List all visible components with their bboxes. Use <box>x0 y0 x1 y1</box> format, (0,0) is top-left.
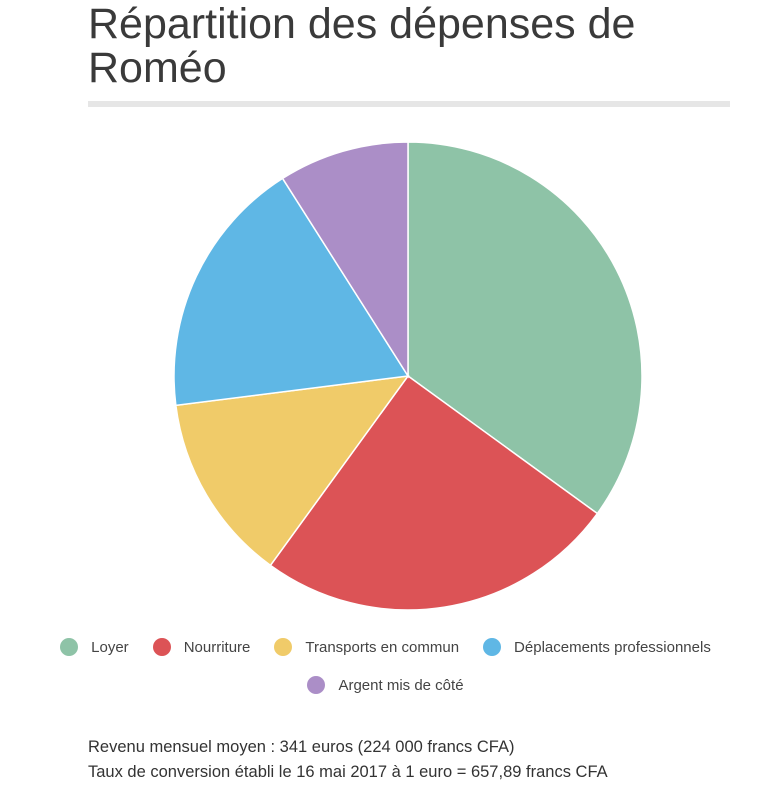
legend-label-loyer: Loyer <box>91 638 129 656</box>
chart-notes: Revenu mensuel moyen : 341 euros (224 00… <box>88 735 608 785</box>
legend-label-argent: Argent mis de côté <box>338 676 464 694</box>
legend-label-transports: Transports en commun <box>305 638 460 656</box>
legend-item-loyer[interactable]: Loyer <box>60 638 129 656</box>
legend-item-nourriture[interactable]: Nourriture <box>152 638 251 656</box>
legend-swatch-transports <box>274 638 293 656</box>
legend-item-deplacements[interactable]: Déplacements professionnels <box>483 638 711 656</box>
pie-slice-loyer[interactable] <box>407 141 643 515</box>
legend-label-nourriture: Nourriture <box>183 638 251 656</box>
legend-item-transports[interactable]: Transports en commun <box>274 638 459 656</box>
legend-swatch-nourriture <box>152 638 171 656</box>
title-divider <box>88 101 730 107</box>
pie-slice-nourriture[interactable] <box>269 374 599 611</box>
note-conversion: Taux de conversion établi le 16 mai 2017… <box>88 763 608 781</box>
legend-label-deplacements: Déplacements professionnels <box>514 638 711 656</box>
legend-row-1: Loyer Nourriture Transports en commun Dé… <box>0 638 771 656</box>
pie-slice-deplacements[interactable] <box>173 177 410 407</box>
legend-swatch-deplacements <box>483 638 502 656</box>
chart-title: Répartition des dépenses de Roméo <box>88 0 636 92</box>
note-income: Revenu mensuel moyen : 341 euros (224 00… <box>88 738 515 756</box>
pie-slice-transports[interactable] <box>175 375 410 567</box>
pie-chart <box>173 141 643 611</box>
pie-slice-argent[interactable] <box>281 141 409 379</box>
legend-swatch-argent <box>307 676 326 694</box>
legend-item-argent[interactable]: Argent mis de côté <box>307 676 464 694</box>
legend-swatch-loyer <box>60 638 79 656</box>
legend-row-2: Argent mis de côté <box>0 676 771 694</box>
